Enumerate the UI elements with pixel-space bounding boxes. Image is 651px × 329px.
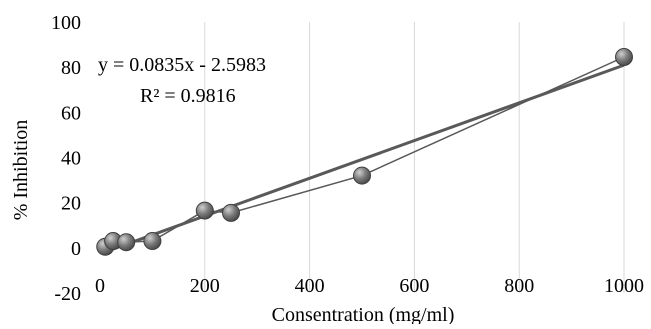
data-point: [222, 203, 240, 222]
data-point: [615, 48, 633, 67]
data-point: [117, 233, 136, 252]
x-tick-label: 600: [399, 275, 429, 297]
x-tick-label: 1000: [604, 275, 644, 297]
x-tick-label: 200: [190, 275, 220, 297]
data-point: [353, 166, 371, 185]
data-point: [195, 201, 214, 220]
tick-labels: 0 200 400 600 800 1000 -20 0 20 40 60 80 100: [51, 12, 644, 305]
x-tick-label: 800: [504, 275, 534, 297]
y-axis-title: % Inhibition: [10, 120, 32, 221]
y-tick-label: 80: [61, 57, 81, 79]
gridlines: [204, 22, 625, 293]
x-axis-title: Consentration (mg/ml): [272, 304, 455, 324]
data-series: [96, 48, 633, 256]
y-tick-label: 40: [61, 148, 81, 170]
y-tick-label: -20: [54, 283, 81, 305]
trendline-equation: y = 0.0835x - 2.5983: [98, 54, 266, 76]
x-tick-label: 0: [95, 275, 105, 297]
r-squared-label: R² = 0.9816: [140, 85, 236, 107]
y-tick-label: 100: [51, 12, 81, 34]
y-tick-label: 60: [61, 102, 81, 124]
x-tick-label: 400: [295, 275, 325, 297]
y-tick-label: 20: [61, 193, 81, 215]
y-tick-label: 0: [71, 238, 81, 260]
data-point: [143, 232, 162, 251]
